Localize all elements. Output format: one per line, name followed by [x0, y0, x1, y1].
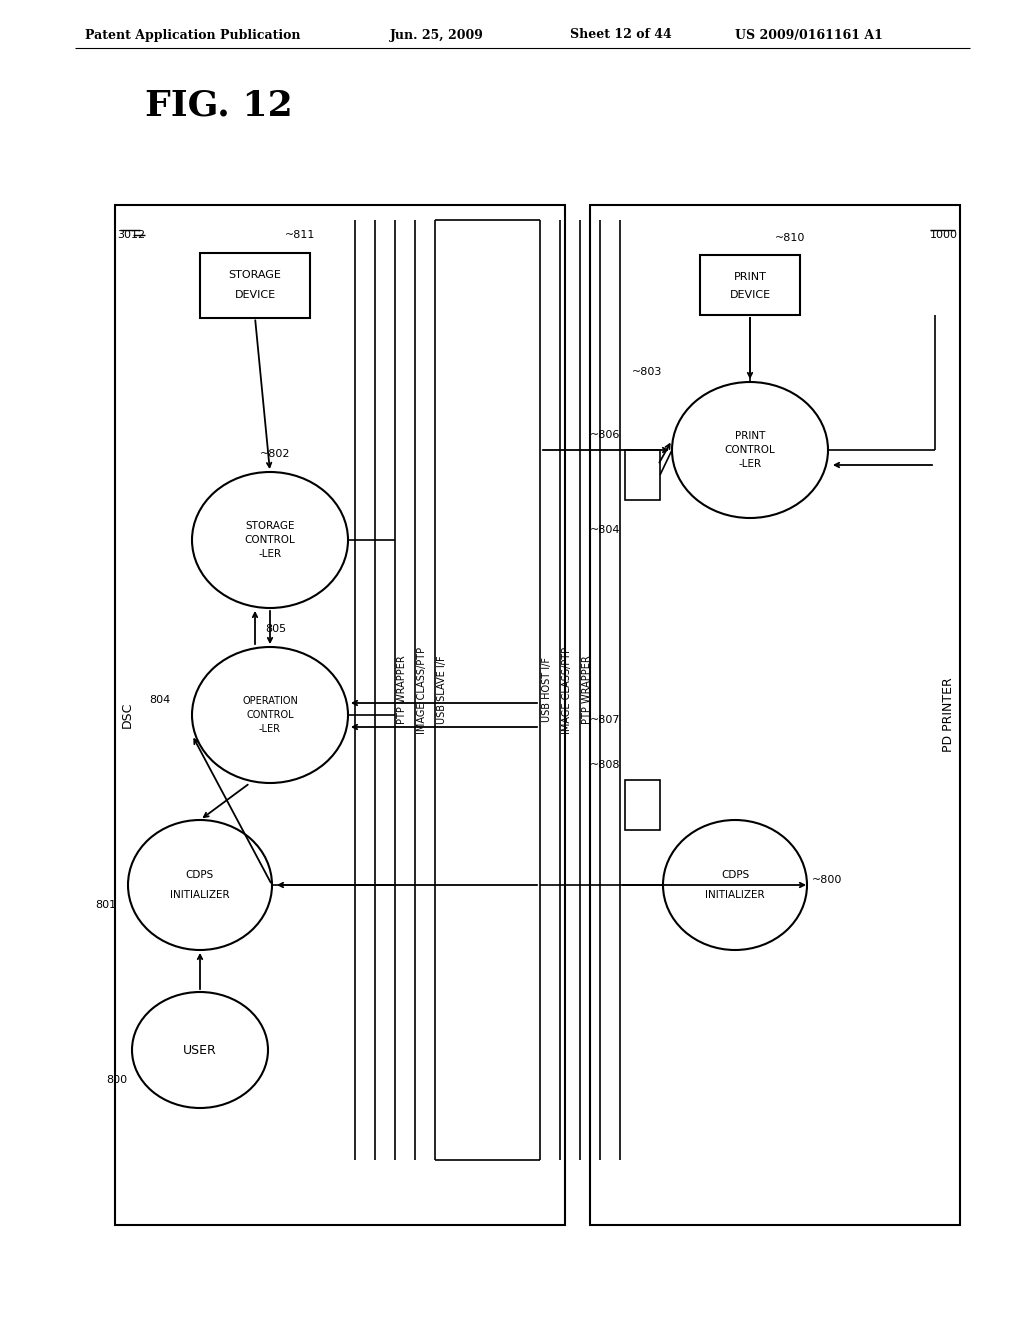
Text: STORAGE: STORAGE [246, 521, 295, 531]
Text: 805: 805 [265, 624, 286, 634]
Text: US 2009/0161161 A1: US 2009/0161161 A1 [735, 29, 883, 41]
Ellipse shape [132, 993, 268, 1107]
Ellipse shape [193, 473, 348, 609]
Text: IMAGE CLASS/PTP: IMAGE CLASS/PTP [562, 647, 572, 734]
Text: CDPS: CDPS [721, 870, 750, 880]
Text: PRINT: PRINT [733, 272, 766, 282]
Bar [200, 252, 310, 318]
Text: INITIALIZER: INITIALIZER [170, 890, 229, 900]
Text: ~811: ~811 [285, 230, 315, 240]
Text: STORAGE: STORAGE [228, 271, 282, 280]
Text: OPERATION: OPERATION [242, 696, 298, 706]
Text: CONTROL: CONTROL [725, 445, 775, 455]
Text: -LER: -LER [738, 459, 762, 469]
Text: Sheet 12 of 44: Sheet 12 of 44 [570, 29, 672, 41]
Text: DEVICE: DEVICE [234, 290, 275, 300]
Bar [700, 255, 800, 315]
Text: ~806: ~806 [590, 430, 620, 440]
Text: 800: 800 [105, 1074, 127, 1085]
Text: ~807: ~807 [590, 715, 620, 725]
Text: PTP WRAPPER: PTP WRAPPER [582, 656, 592, 725]
Text: INITIALIZER: INITIALIZER [706, 890, 765, 900]
Text: 804: 804 [148, 696, 170, 705]
Text: 1000: 1000 [930, 230, 958, 240]
Text: CONTROL: CONTROL [245, 535, 295, 545]
Text: ~800: ~800 [812, 875, 843, 884]
Text: USER: USER [183, 1044, 217, 1056]
Bar [115, 205, 565, 1225]
Text: USB SLAVE I/F: USB SLAVE I/F [437, 656, 447, 725]
Text: DSC: DSC [121, 702, 133, 729]
Text: FIG. 12: FIG. 12 [145, 88, 293, 121]
Text: CONTROL: CONTROL [246, 710, 294, 719]
Bar [625, 780, 660, 830]
Text: ~810: ~810 [775, 234, 805, 243]
Text: ~803: ~803 [632, 367, 662, 378]
Text: ~804: ~804 [590, 525, 620, 535]
Text: USB HOST I/F: USB HOST I/F [542, 657, 552, 722]
Text: -LER: -LER [258, 549, 282, 558]
Text: PD PRINTER: PD PRINTER [941, 677, 954, 752]
Text: DEVICE: DEVICE [729, 290, 771, 300]
Ellipse shape [663, 820, 807, 950]
Text: Patent Application Publication: Patent Application Publication [85, 29, 300, 41]
Text: PTP WRAPPER: PTP WRAPPER [397, 656, 407, 725]
Text: PRINT: PRINT [735, 432, 765, 441]
Bar [590, 205, 961, 1225]
Ellipse shape [672, 381, 828, 517]
Text: -LER: -LER [259, 723, 281, 734]
Text: CDPS: CDPS [186, 870, 214, 880]
Text: ~808: ~808 [590, 760, 620, 770]
Text: 801: 801 [95, 900, 116, 909]
Text: ~802: ~802 [260, 449, 291, 459]
Ellipse shape [193, 647, 348, 783]
Text: IMAGE CLASS/PTP: IMAGE CLASS/PTP [417, 647, 427, 734]
Ellipse shape [128, 820, 272, 950]
Bar [625, 450, 660, 500]
Text: 3012: 3012 [117, 230, 145, 240]
Text: Jun. 25, 2009: Jun. 25, 2009 [390, 29, 484, 41]
